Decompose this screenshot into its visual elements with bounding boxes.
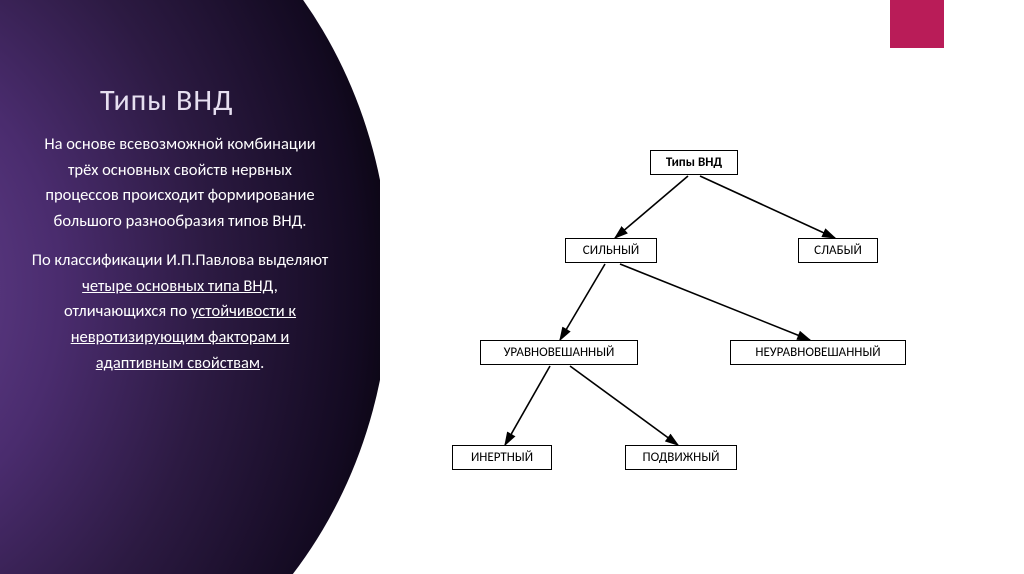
node-root: Типы ВНД: [650, 150, 738, 175]
edge-root-weak: [700, 176, 835, 238]
tree-diagram: Типы ВНД СИЛЬНЫЙ СЛАБЫЙ УРАВНОВЕШАННЫЙ НЕУРА…: [430, 150, 1000, 490]
node-inert: ИНЕРТНЫЙ: [452, 445, 552, 470]
edge-strong-bal: [560, 264, 605, 340]
edge-bal-mobile: [570, 366, 678, 445]
slide-body: На основе всевозможной комбинации трёх о…: [30, 132, 330, 390]
edge-strong-unbal: [620, 264, 810, 340]
node-strong: СИЛЬНЫЙ: [565, 238, 657, 263]
paragraph-1: На основе всевозможной комбинации трёх о…: [30, 132, 330, 234]
slide-title: Типы ВНД: [100, 82, 233, 119]
paragraph-2: По классификации И.П.Павлова выделяют че…: [30, 248, 330, 376]
diagram-edges: [430, 150, 1000, 490]
edge-root-strong: [615, 176, 688, 238]
p2-post: .: [260, 353, 264, 373]
node-unbal: НЕУРАВНОВЕШАННЫЙ: [730, 340, 906, 365]
node-weak: СЛАБЫЙ: [798, 238, 878, 263]
edge-bal-inert: [505, 366, 550, 445]
node-mobile: ПОДВИЖНЫЙ: [625, 445, 737, 470]
accent-bar: [890, 0, 944, 48]
p2-u1: четыре основных типа ВНД: [82, 276, 274, 296]
p2-pre: По классификации И.П.Павлова выделяют: [32, 250, 329, 270]
node-bal: УРАВНОВЕШАННЫЙ: [480, 340, 638, 365]
